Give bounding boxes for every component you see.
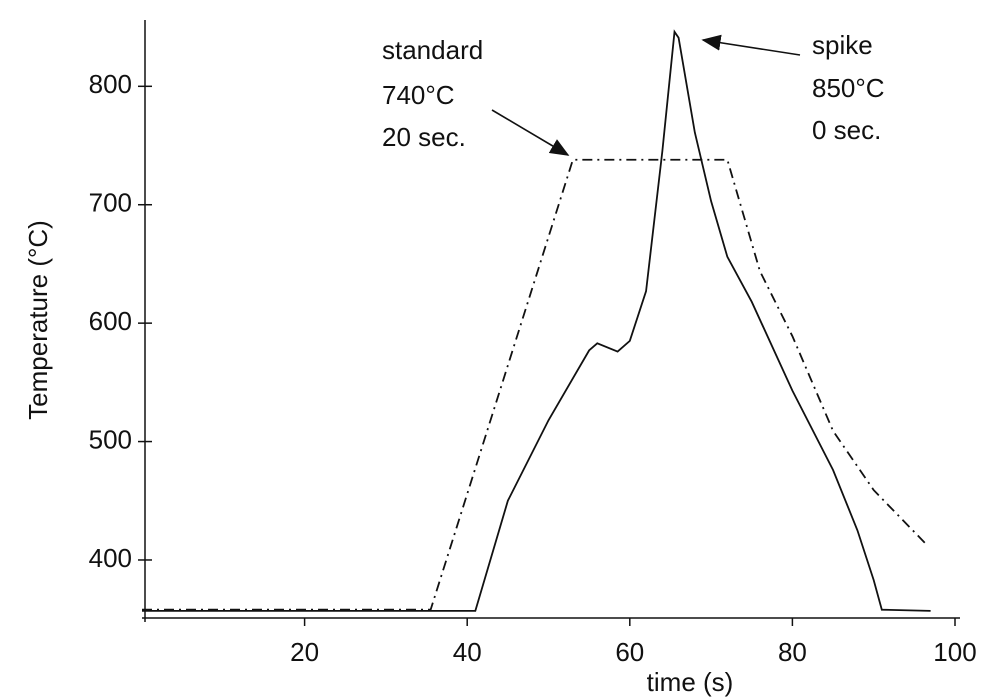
x-tick-label: 40 [453,637,482,667]
annotation: 0 sec. [812,115,881,145]
annotation-name: spike [812,30,873,60]
y-tick-label: 800 [89,69,132,99]
y-tick-label: 500 [89,424,132,454]
annotation: 740°C [382,80,455,110]
y-tick-label: 400 [89,543,132,573]
y-tick-label: 700 [89,188,132,218]
annotation: 20 sec. [382,122,466,152]
x-tick-label: 100 [933,637,976,667]
annotation: 850°C [812,73,885,103]
x-axis-label: time (s) [647,667,734,697]
y-axis-label: Temperature (°C) [23,220,53,420]
y-tick-label: 600 [89,306,132,336]
x-tick-label: 80 [778,637,807,667]
line-series [142,29,931,612]
x-tick-label: 20 [290,637,319,667]
annotation-name: standard [382,35,483,65]
arrow [491,109,570,156]
x-tick-label: 60 [615,637,644,667]
line-series [142,158,928,611]
arrow [701,34,801,56]
